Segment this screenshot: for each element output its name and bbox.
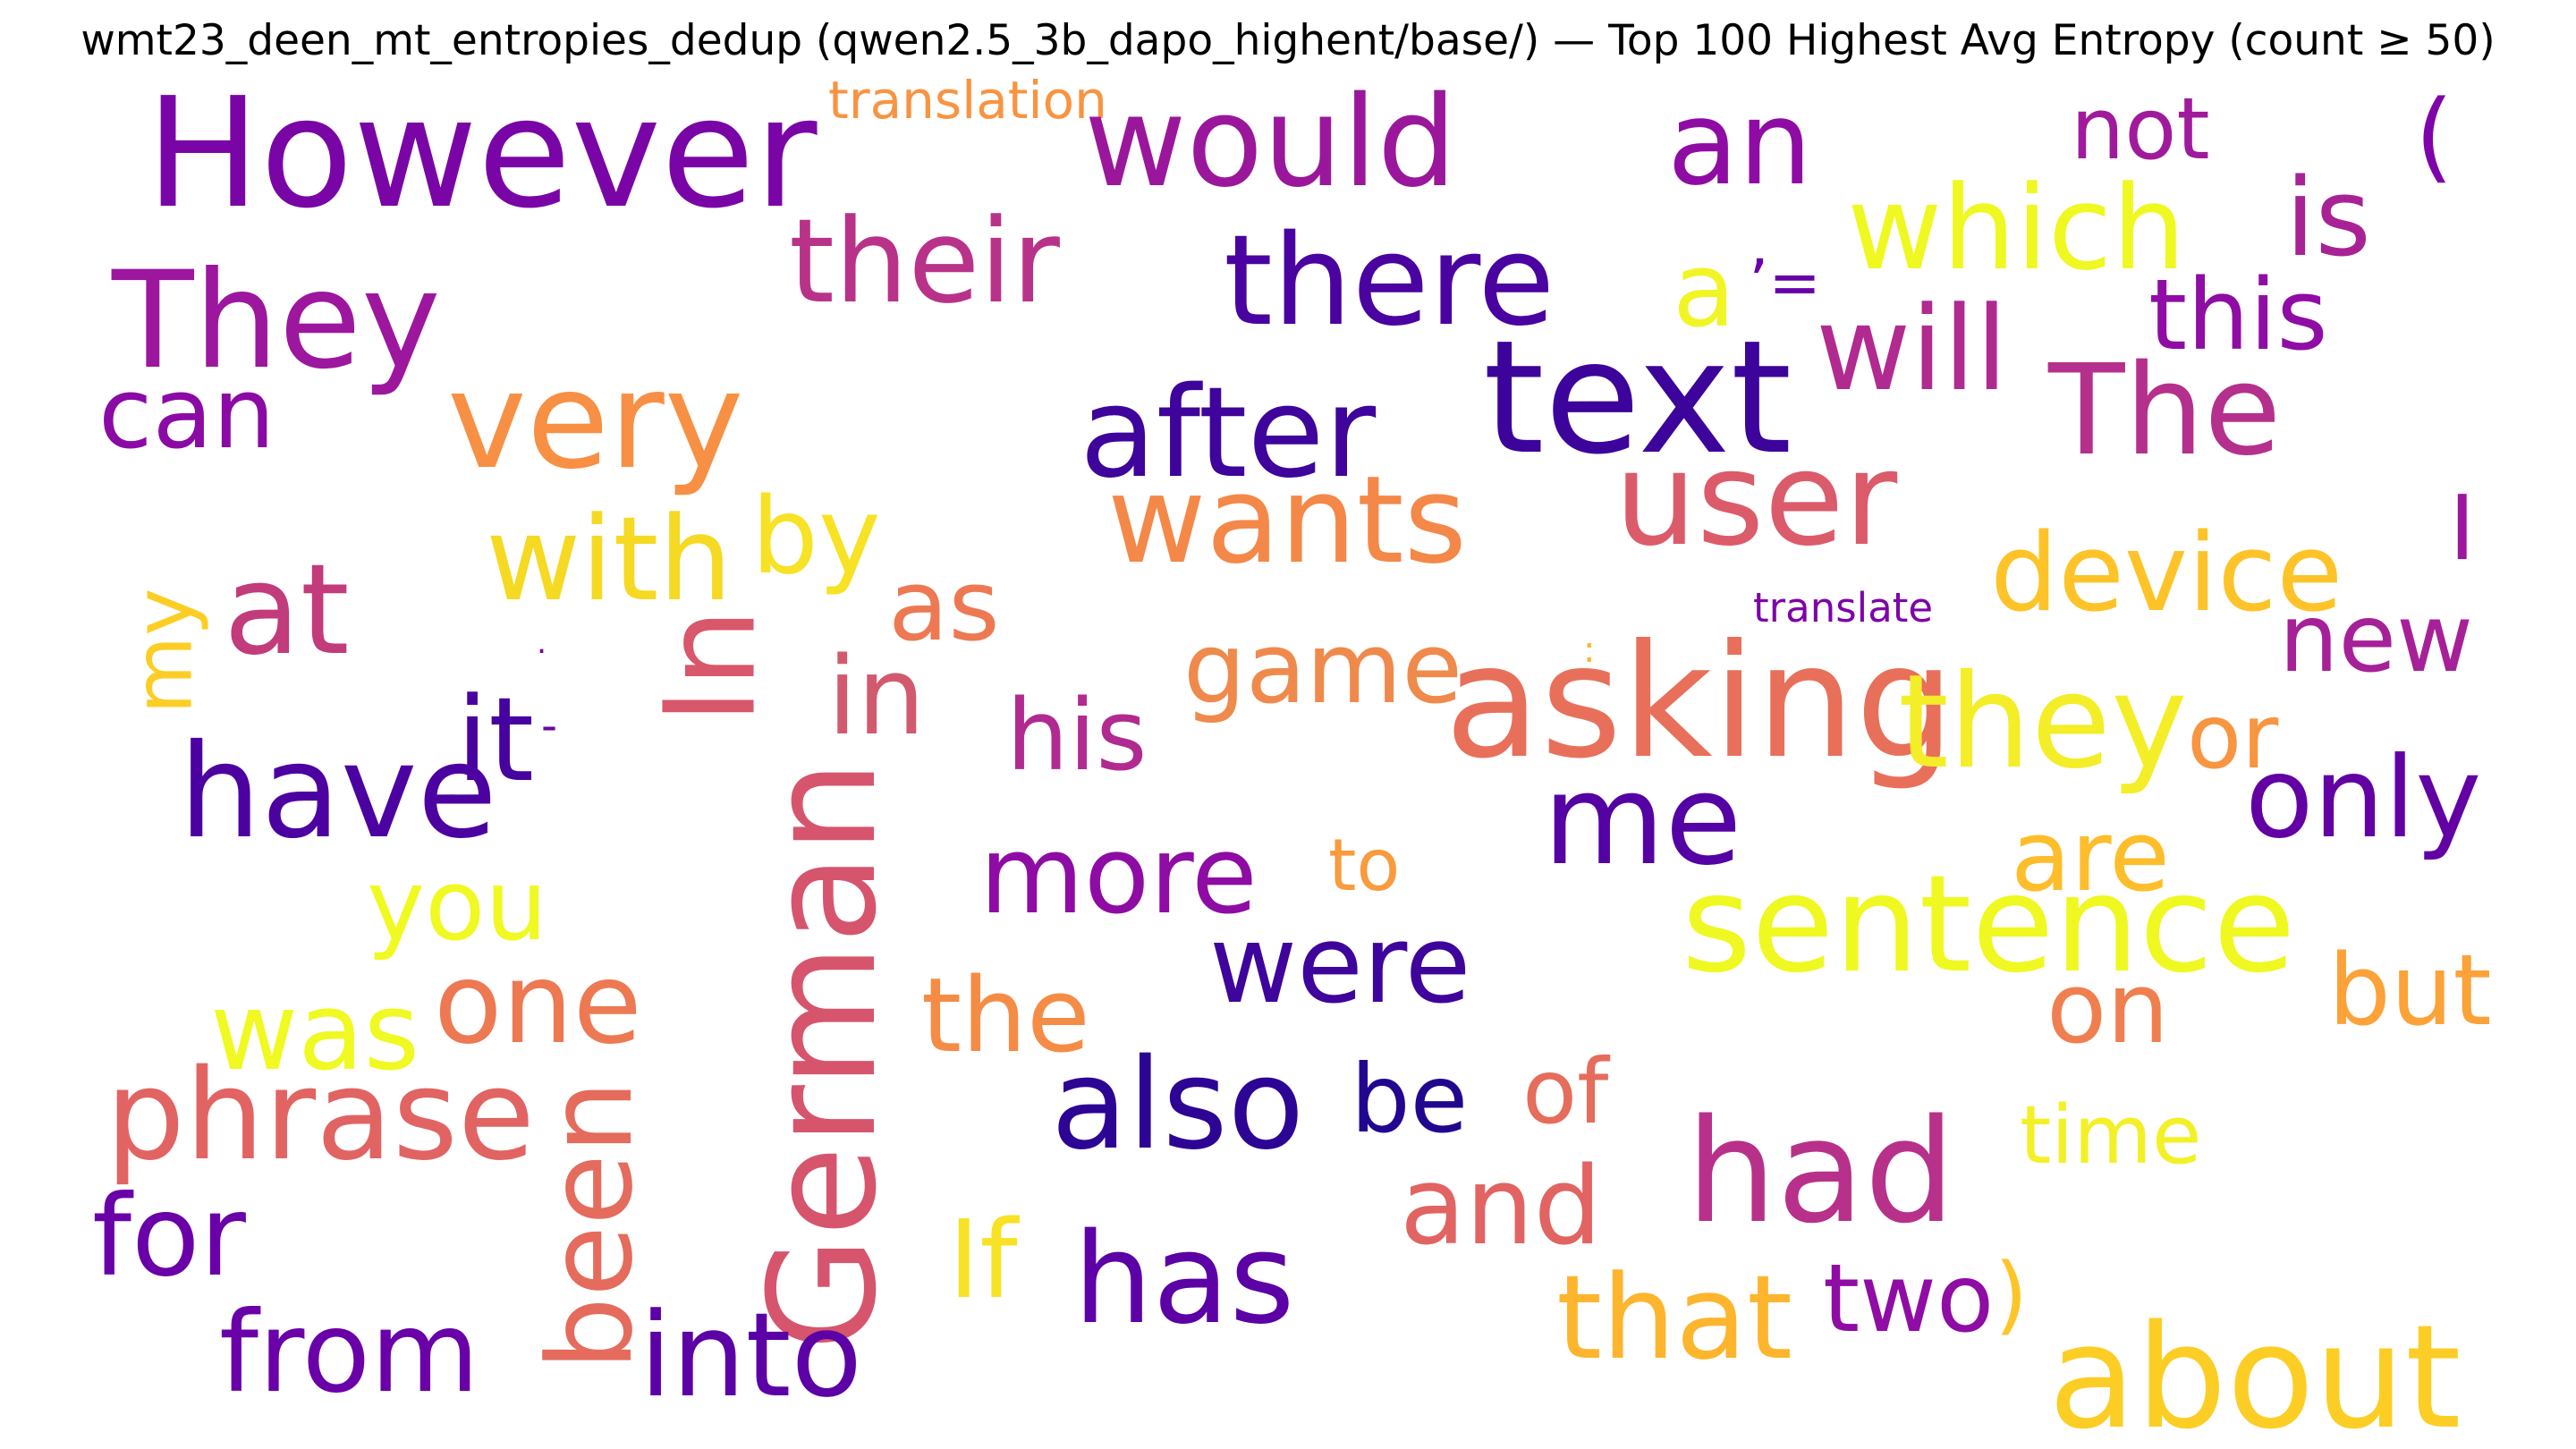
- word-cloud-word: is: [2285, 157, 2371, 281]
- word-cloud-word: with: [486, 491, 733, 627]
- word-cloud-word: The: [2047, 338, 2281, 484]
- word-cloud-word: had: [1686, 1088, 1955, 1255]
- word-cloud-word: and: [1400, 1145, 1602, 1269]
- word-cloud-word: which: [1847, 160, 2186, 296]
- word-cloud-word: of: [1522, 1039, 1611, 1144]
- word-cloud-word: In: [639, 608, 784, 724]
- word-cloud-word: very: [447, 343, 744, 499]
- word-cloud-word: that: [1556, 1250, 1792, 1385]
- word-cloud-word: can: [98, 356, 275, 470]
- word-cloud-word: user: [1614, 424, 1898, 575]
- word-cloud-word: has: [1073, 1207, 1294, 1352]
- word-cloud-word: They: [111, 243, 441, 399]
- word-cloud-word: .: [537, 625, 547, 661]
- word-cloud-word: but: [2328, 933, 2492, 1047]
- word-cloud-word: were: [1209, 903, 1471, 1028]
- word-cloud-word: they: [1898, 647, 2188, 798]
- word-cloud-word: it: [456, 672, 534, 808]
- word-cloud-word: two: [1823, 1244, 1994, 1353]
- word-cloud-word: or: [2187, 684, 2279, 789]
- word-cloud-word: one: [434, 939, 642, 1069]
- word-cloud-word: time: [2020, 1089, 2201, 1182]
- word-cloud-word: only: [2245, 733, 2481, 863]
- word-cloud-word: ): [1995, 1246, 2028, 1344]
- word-cloud-word: German: [737, 760, 909, 1352]
- word-cloud-word: device: [1990, 512, 2343, 636]
- word-cloud-word: translation: [828, 70, 1107, 131]
- word-cloud-word: would: [1084, 70, 1457, 216]
- word-cloud-word: -: [541, 699, 557, 751]
- word-cloud-word: into: [640, 1287, 862, 1423]
- word-cloud-word: If: [948, 1199, 1020, 1323]
- word-cloud-word: game: [1183, 611, 1462, 725]
- word-cloud-word: in: [827, 635, 925, 759]
- word-cloud-word: wants: [1107, 450, 1467, 590]
- word-cloud-word: new: [2279, 584, 2473, 693]
- word-cloud-word: (: [2415, 79, 2453, 193]
- word-cloud-word: me: [1543, 748, 1742, 894]
- word-cloud-word: for: [92, 1172, 246, 1301]
- word-cloud-word: there: [1224, 208, 1555, 354]
- figure-title: wmt23_deen_mt_entropies_dedup (qwen2.5_3…: [80, 16, 2496, 65]
- word-cloud-word: phrase: [106, 1043, 535, 1189]
- word-cloud-word: However: [146, 65, 818, 242]
- word-cloud-word: at: [224, 538, 350, 683]
- word-cloud-word: ’=: [1749, 246, 1821, 319]
- word-cloud-word: I: [2449, 476, 2476, 580]
- word-cloud-word: my: [117, 589, 211, 715]
- word-cloud-word: more: [979, 814, 1258, 938]
- word-cloud-word: the: [921, 956, 1090, 1076]
- word-cloud-word: by: [751, 474, 881, 597]
- word-cloud-word: text: [1483, 308, 1792, 489]
- word-cloud-word: you: [367, 848, 547, 962]
- word-cloud-word: also: [1051, 1032, 1304, 1178]
- word-cloud-word: will: [1816, 281, 2008, 417]
- word-cloud-word: on: [2046, 951, 2169, 1065]
- word-cloud-word: been: [522, 1080, 658, 1371]
- word-cloud-word: after: [1080, 360, 1377, 506]
- word-cloud-word: sentence: [1682, 847, 2295, 1003]
- word-cloud-word: have: [179, 716, 497, 868]
- word-cloud-word: as: [888, 548, 1000, 663]
- word-cloud-word: their: [789, 193, 1060, 329]
- word-cloud-word: an: [1667, 75, 1812, 211]
- word-cloud-word: about: [2048, 1293, 2462, 1449]
- word-cloud-word: this: [2148, 258, 2328, 372]
- word-cloud-word: to: [1328, 824, 1400, 907]
- word-cloud-word: not: [2071, 80, 2210, 179]
- word-cloud-word: a: [1673, 231, 1735, 351]
- word-cloud-word: from: [219, 1288, 479, 1418]
- word-cloud-word: :: [1583, 630, 1595, 671]
- word-cloud-word: his: [1006, 678, 1148, 792]
- word-cloud-word: be: [1351, 1045, 1468, 1154]
- word-cloud-word: translate: [1753, 584, 1933, 631]
- word-cloud-word: are: [2011, 799, 2170, 913]
- word-cloud-word: was: [210, 970, 419, 1095]
- word-cloud-word: asking: [1445, 612, 1954, 793]
